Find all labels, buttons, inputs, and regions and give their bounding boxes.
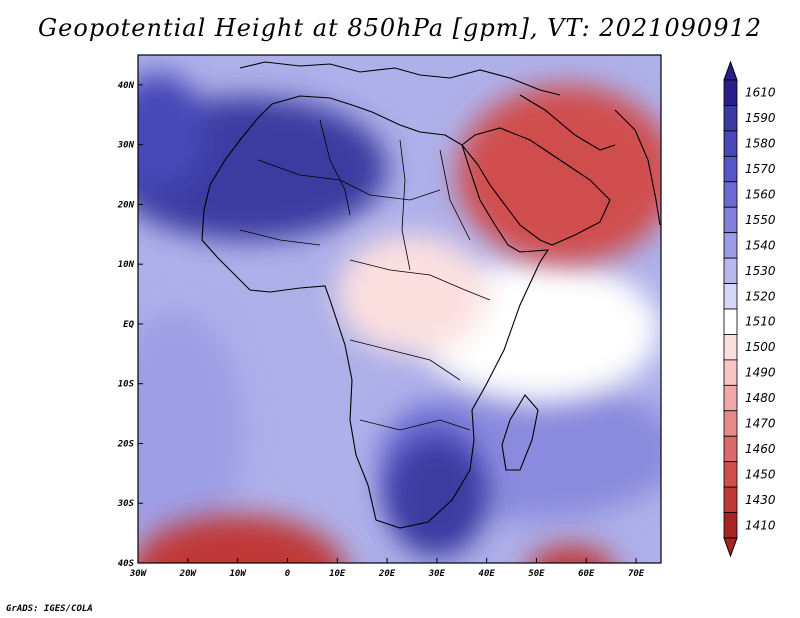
lon-label: 30W (129, 569, 148, 579)
lon-label: 30E (428, 569, 446, 579)
colorbar-bottom-arrow (723, 537, 738, 558)
colorbar-swatch (723, 384, 738, 412)
persia-coastline (519, 94, 616, 151)
lon-label: 50E (528, 569, 545, 579)
colorbar-top-arrow (723, 60, 738, 81)
lat-label: EQ (123, 320, 134, 330)
colorbar-swatch (723, 206, 738, 234)
colorbar-label: 1590 (745, 111, 776, 125)
colorbar-swatch (723, 486, 738, 513)
colorbar-label: 1500 (745, 340, 776, 354)
colorbar-label: 1510 (745, 315, 776, 329)
coastlines (201, 61, 661, 529)
colorbar-swatch (723, 359, 738, 386)
europe-coastline (239, 61, 561, 96)
colorbar-swatch (723, 283, 738, 310)
central-border (349, 259, 491, 301)
lat-label: 30N (117, 141, 135, 151)
colorbar-swatch (723, 79, 738, 106)
colorbar-swatch (723, 232, 738, 259)
colorbar-label: 1480 (745, 391, 776, 405)
nile-border (439, 149, 471, 241)
lat-label: 40S (118, 559, 135, 569)
lon-label: 10W (229, 569, 247, 579)
colorbar: 1610 1590 1580 1570 1560 1550 1540 1530 1520 1510… (723, 60, 776, 558)
lon-label: 20E (378, 569, 396, 579)
colorbar-swatch (723, 410, 738, 437)
colorbar-swatch (723, 461, 738, 488)
lat-label: 30S (117, 499, 135, 509)
colorbar-swatch (723, 435, 738, 463)
map-title: Geopotential Height at 850hPa [gpm], VT:… (38, 14, 762, 42)
colorbar-swatch (723, 181, 738, 208)
longitude-labels: 30W 20W 10W 0 10E 20E 30E 40E 50E 60E 70E (129, 558, 645, 579)
lon-label: 70E (628, 569, 645, 579)
colorbar-swatch (723, 512, 738, 539)
field-central-africa-trough (337, 234, 487, 354)
colorbar-label: 1580 (745, 137, 776, 151)
lon-label: 0 (285, 569, 291, 579)
colorbar-label: 1520 (745, 289, 776, 303)
lon-label: 10E (329, 569, 346, 579)
lat-label: 20S (117, 439, 135, 449)
colorbar-label: 1560 (745, 188, 776, 202)
lat-label: 10N (118, 260, 135, 270)
colorbar-label: 1570 (745, 162, 776, 176)
colorbar-label: 1470 (745, 417, 776, 431)
colorbar-swatch (723, 155, 738, 183)
west-africa-border (239, 229, 321, 246)
field-north-atlantic-high (138, 72, 208, 193)
geopotential-field (138, 55, 661, 563)
colorbar-swatch (723, 308, 738, 335)
colorbar-label: 1410 (745, 518, 776, 532)
congo-border (349, 339, 461, 381)
colorbar-label: 1530 (745, 264, 776, 278)
colorbar-swatch (723, 334, 738, 361)
arabia-coastline (461, 127, 611, 246)
colorbar-label: 1450 (745, 467, 776, 481)
chad-sudan-border (399, 139, 411, 271)
country-borders (239, 119, 491, 431)
field-south-atlantic (138, 310, 245, 550)
latitude-labels: 40N 30N 20N 10N EQ 10S 20S 30S 40S (117, 81, 143, 569)
southern-border (359, 419, 471, 431)
colorbar-label: 1550 (745, 213, 776, 227)
colorbar-swatch (723, 130, 738, 157)
colorbar-label: 1540 (745, 238, 776, 252)
lon-label: 40E (479, 569, 496, 579)
india-coastline (614, 109, 661, 226)
colorbar-label: 1460 (745, 442, 776, 456)
colorbar-swatch (723, 105, 738, 132)
lat-label: 40N (118, 81, 135, 91)
colorbar-label: 1490 (745, 366, 776, 380)
madagascar-coastline (501, 394, 539, 471)
algeria-border (319, 119, 351, 216)
colorbar-label: 1610 (745, 86, 776, 100)
credit-label: GrADS: IGES/COLA (6, 604, 93, 614)
field-southern-ocean-low (530, 545, 613, 563)
africa-coastline (201, 95, 550, 529)
sahel-border (257, 159, 441, 201)
colorbar-label: 1430 (745, 493, 776, 507)
colorbar-swatch (723, 257, 738, 284)
lon-label: 60E (578, 569, 595, 579)
map-frame (137, 54, 662, 564)
field-south-africa-high (387, 437, 487, 558)
field-arabia-low (456, 84, 661, 265)
field-southwest-atlantic-low (138, 515, 345, 563)
lat-label: 20N (117, 200, 135, 210)
lon-label: 20W (179, 569, 198, 579)
lat-label: 10S (118, 380, 135, 390)
